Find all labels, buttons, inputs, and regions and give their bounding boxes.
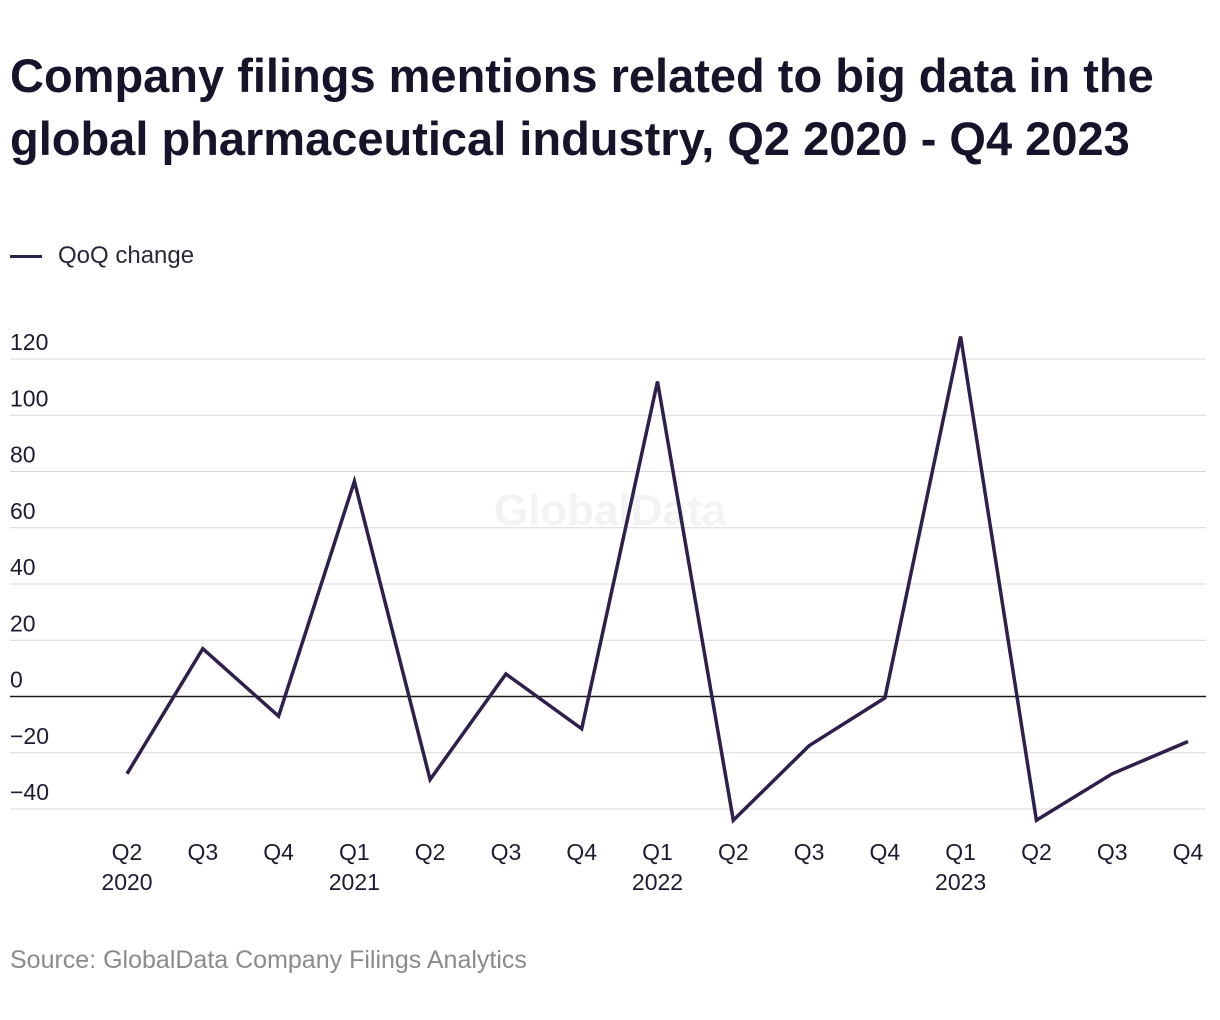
y-tick-label: 80 bbox=[10, 442, 36, 468]
series-layer bbox=[125, 336, 1189, 824]
y-tick-label: 40 bbox=[10, 554, 36, 580]
watermark: GlobalData bbox=[494, 486, 727, 535]
y-tick-label: 0 bbox=[10, 667, 23, 693]
x-tick-label: Q3 bbox=[794, 839, 825, 865]
x-tick-label: Q2 bbox=[415, 839, 446, 865]
legend-label: QoQ change bbox=[58, 242, 195, 269]
y-tick-label: −20 bbox=[10, 723, 49, 749]
x-tick-label: Q3 bbox=[1097, 839, 1128, 865]
x-tick-label: Q2 bbox=[718, 839, 749, 865]
gridlines bbox=[10, 358, 1206, 810]
x-tick-label: Q4 bbox=[263, 839, 294, 865]
x-tick-label: Q1 bbox=[945, 839, 976, 865]
x-tick-label: Q4 bbox=[870, 839, 901, 865]
x-tick-label: Q4 bbox=[566, 839, 597, 865]
x-tick-label: Q2 bbox=[112, 839, 143, 865]
x-tick-label: Q3 bbox=[491, 839, 522, 865]
source-note: Source: GlobalData Company Filings Analy… bbox=[10, 946, 527, 974]
chart-title: Company filings mentions related to big … bbox=[10, 49, 1154, 165]
x-axis-tick-labels: Q2 2020 Q3 Q4 Q1 2021 Q2 Q3 Q4 Q1 2022 Q2 Q3 Q4 Q1 2023… bbox=[101, 839, 1203, 895]
legend: QoQ change bbox=[10, 242, 194, 270]
y-tick-label: 60 bbox=[10, 498, 36, 524]
x-tick-label: Q3 bbox=[187, 839, 218, 865]
series-line-qoq-change bbox=[125, 336, 1189, 824]
y-axis-tick-labels: −40 −20 0 20 40 60 80 100 120 bbox=[10, 329, 49, 805]
y-tick-label: 100 bbox=[10, 385, 48, 411]
legend-swatch bbox=[10, 254, 42, 258]
x-tick-label: Q2 bbox=[1021, 839, 1052, 865]
y-tick-label: 120 bbox=[10, 329, 48, 355]
x-tick-year-label: 2021 bbox=[329, 869, 380, 895]
y-tick-label: −40 bbox=[10, 779, 49, 805]
x-tick-label: Q1 bbox=[642, 839, 673, 865]
x-tick-label: Q4 bbox=[1173, 839, 1204, 865]
x-tick-year-label: 2023 bbox=[935, 869, 986, 895]
x-tick-year-label: 2022 bbox=[632, 869, 683, 895]
x-tick-year-label: 2020 bbox=[101, 869, 152, 895]
x-tick-label: Q1 bbox=[339, 839, 370, 865]
y-tick-label: 20 bbox=[10, 610, 36, 636]
